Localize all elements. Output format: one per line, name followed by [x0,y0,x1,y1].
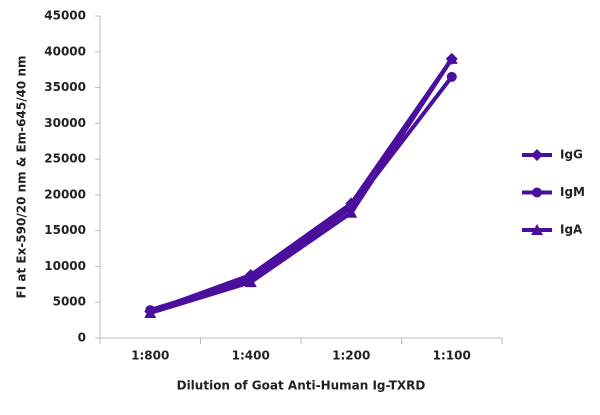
marker [144,306,157,318]
legend-label: IgG [560,148,583,162]
legend-label: IgA [560,223,583,237]
y-tick-label: 35000 [44,80,86,94]
y-axis-label: FI at Ex-590/20 nm & Em-645/40 nm [15,56,29,299]
y-tick-label: 15000 [44,223,86,237]
legend-label: IgM [560,185,585,199]
y-tick-label: 45000 [44,9,86,23]
series-line [149,57,454,314]
series-line [149,75,454,313]
y-tick-label: 30000 [44,116,86,130]
marker [345,206,358,218]
marker [445,52,458,64]
marker [446,71,457,82]
y-tick-label: 40000 [44,44,86,58]
marker [244,276,257,288]
marker [532,187,542,198]
x-tick-label: 1:400 [232,349,270,363]
y-tick-label: 20000 [44,187,86,201]
y-tick-label: 25000 [44,152,86,166]
y-tick-label: 5000 [53,295,86,309]
x-tick-label: 1:200 [332,349,370,363]
y-tick-label: 0 [78,331,86,345]
marker [531,149,543,161]
x-tick-label: 1:800 [131,349,169,363]
y-tick-label: 10000 [44,259,86,273]
marker [531,224,543,235]
x-tick-label: 1:100 [433,349,471,363]
x-axis-label: Dilution of Goat Anti-Human Ig-TXRD [177,379,426,393]
series-line [149,57,454,315]
